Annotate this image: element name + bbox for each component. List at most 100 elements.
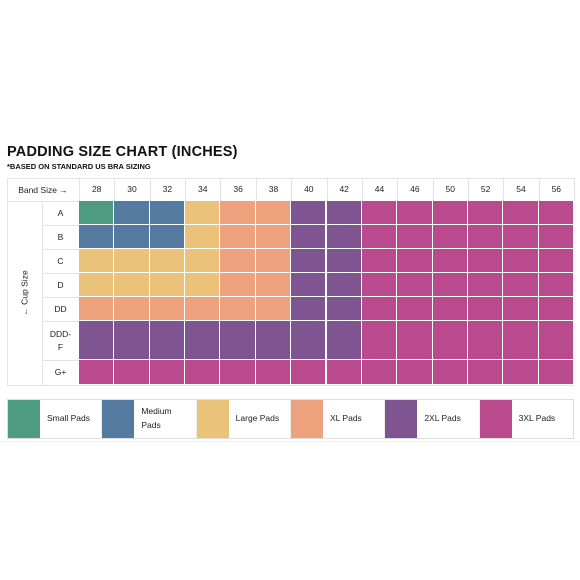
size-cell	[361, 225, 398, 249]
size-cell	[79, 273, 115, 297]
size-cell	[291, 249, 327, 273]
size-cell	[114, 321, 150, 360]
size-cell	[397, 201, 433, 225]
size-cell	[114, 225, 150, 249]
size-cell	[397, 297, 433, 321]
band-size-header: 40	[304, 184, 314, 195]
band-size-header: 34	[198, 184, 208, 195]
legend-label: 3XL Pads	[518, 413, 556, 424]
size-cell	[185, 321, 221, 360]
size-cell	[79, 225, 115, 249]
chart-title: PADDING SIZE CHART (INCHES)	[7, 144, 238, 160]
legend-swatch	[385, 400, 418, 438]
size-cell	[255, 249, 292, 273]
grid-line	[397, 178, 399, 201]
band-size-header: 46	[410, 184, 420, 195]
size-cell	[432, 360, 468, 385]
size-cell	[220, 297, 256, 321]
grid-line	[538, 178, 540, 201]
size-cell	[503, 321, 539, 360]
grid-line	[467, 178, 469, 201]
size-cell	[79, 249, 115, 273]
size-cell	[361, 360, 398, 385]
size-cell	[149, 201, 186, 225]
grid-line	[42, 273, 79, 274]
size-cell	[326, 201, 362, 225]
size-cell	[255, 360, 292, 385]
size-cell	[220, 201, 256, 225]
size-cell	[326, 297, 362, 321]
grid-line	[432, 178, 434, 201]
grid-line	[42, 201, 43, 385]
legend-item: Large Pads	[196, 400, 291, 438]
grid-line	[220, 178, 222, 201]
size-cell	[467, 321, 504, 360]
size-cell	[397, 249, 433, 273]
band-size-header: 38	[268, 184, 279, 195]
size-cell	[185, 201, 221, 225]
grid-line	[149, 178, 151, 201]
size-cell	[503, 201, 539, 225]
size-cell	[538, 225, 574, 249]
size-cell	[467, 273, 504, 297]
size-cell	[255, 321, 292, 360]
size-cell	[114, 201, 150, 225]
legend-label: Medium Pads	[141, 406, 172, 430]
size-cell	[291, 273, 327, 297]
cup-size-label: A	[57, 207, 64, 218]
legend-item: Small Pads	[8, 400, 103, 438]
legend-swatch	[196, 400, 229, 438]
size-cell	[432, 273, 468, 297]
size-cell	[114, 249, 150, 273]
size-cell	[397, 225, 433, 249]
size-cell	[185, 273, 221, 297]
grid-line	[503, 178, 505, 201]
size-cell	[326, 249, 362, 273]
band-size-header: 54	[516, 184, 526, 195]
grid-line	[42, 321, 79, 322]
size-cell	[538, 249, 574, 273]
size-cell	[538, 360, 574, 385]
legend-label: XL Pads	[329, 413, 362, 424]
legend-label: 2XL Pads	[424, 413, 461, 424]
size-cell	[220, 273, 256, 297]
size-cell	[361, 297, 398, 321]
size-cell	[361, 201, 398, 225]
size-cell	[361, 273, 398, 297]
size-cell	[185, 360, 221, 385]
size-cell	[149, 225, 186, 249]
legend-swatch	[8, 400, 40, 438]
size-cell	[467, 201, 504, 225]
size-cell	[503, 225, 539, 249]
chart-legend: Small Pads Medium Pads Large Pads XL Pads 2X…	[7, 399, 574, 439]
size-cell	[255, 297, 292, 321]
band-size-header: 50	[445, 184, 455, 195]
size-cell	[397, 360, 433, 385]
band-size-header: 52	[480, 184, 491, 195]
grid-line	[42, 249, 79, 250]
cup-size-label: C	[57, 255, 64, 266]
page-footer-area	[0, 441, 580, 580]
size-cell	[503, 249, 539, 273]
grid-line	[291, 178, 293, 201]
size-cell	[291, 297, 327, 321]
size-cell	[79, 201, 115, 225]
grid-line	[361, 178, 363, 201]
band-size-header: 32	[162, 184, 173, 195]
grid-line	[42, 360, 79, 361]
legend-label: Large Pads	[235, 413, 280, 424]
cup-size-axis-label: ← Cup Size	[19, 270, 30, 316]
cup-size-axis-label-wrap: ← Cup Size	[7, 201, 42, 385]
size-cell	[361, 321, 398, 360]
size-cell	[467, 249, 504, 273]
size-cell	[255, 273, 292, 297]
size-cell	[467, 360, 504, 385]
size-cell	[291, 225, 327, 249]
legend-item: Medium Pads	[102, 400, 197, 438]
size-cell	[538, 297, 574, 321]
size-cell	[361, 249, 398, 273]
band-size-header: 28	[91, 184, 102, 195]
legend-item: 3XL Pads	[479, 400, 573, 438]
band-size-header: 56	[551, 184, 562, 195]
size-cell	[291, 201, 327, 225]
